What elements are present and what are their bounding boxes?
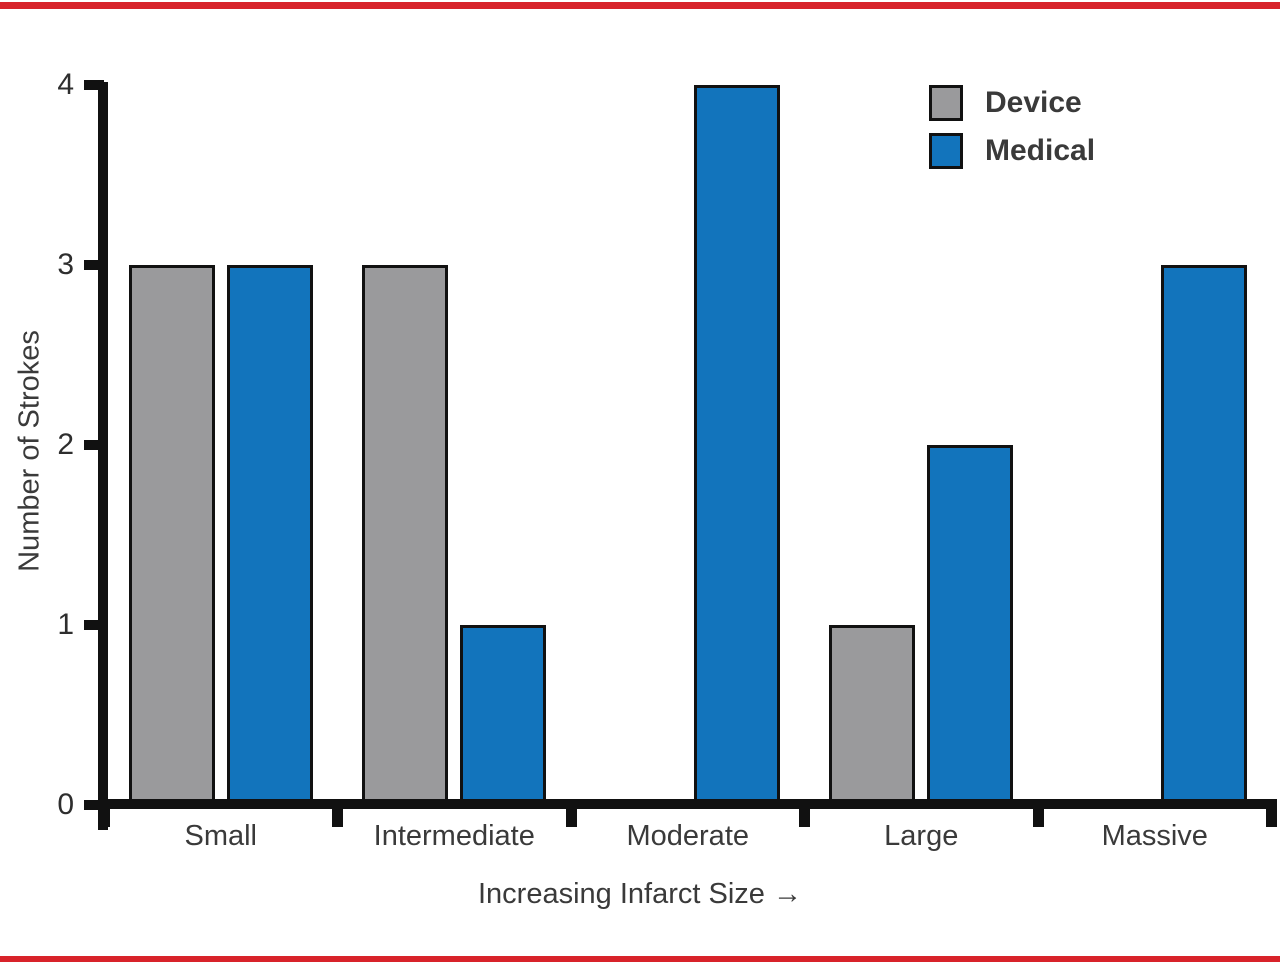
y-tick-4: [84, 80, 104, 90]
bar-moderate-medical: [693, 85, 780, 805]
x-axis-line: [98, 799, 1276, 809]
category-label-massive: Massive: [1101, 820, 1208, 852]
bar-small-device: [128, 265, 215, 805]
y-axis-line: [98, 82, 108, 830]
bar-small-medical: [226, 265, 313, 805]
y-tick-label-0: 0: [57, 788, 74, 821]
y-tick-label-3: 3: [57, 248, 74, 281]
y-tick-3: [84, 260, 104, 270]
bar-intermediate-device: [362, 265, 449, 805]
category-label-moderate: Moderate: [626, 820, 749, 852]
bar-intermediate-medical: [460, 625, 547, 805]
x-axis-title: Increasing Infarct Size →: [478, 878, 802, 910]
legend-label-device: Device: [985, 86, 1082, 119]
legend-item-medical: Medical: [929, 133, 1095, 169]
bottom-border-rule: [0, 956, 1280, 962]
x-boundary-tick-5: [1266, 799, 1277, 827]
y-axis-title: Number of Strokes: [13, 330, 46, 572]
y-tick-label-1: 1: [57, 608, 74, 641]
category-label-large: Large: [884, 820, 959, 852]
device-swatch-icon: [929, 85, 963, 121]
y-tick-1: [84, 620, 104, 630]
y-tick-label-2: 2: [57, 428, 74, 461]
x-boundary-tick-2: [565, 799, 577, 827]
bar-large-device: [829, 625, 916, 805]
y-tick-label-4: 4: [57, 68, 74, 101]
legend-item-device: Device: [929, 85, 1095, 121]
legend-label-medical: Medical: [985, 134, 1096, 167]
x-boundary-tick-4: [1032, 799, 1044, 827]
legend: Device Medical: [929, 85, 1095, 181]
bar-massive-medical: [1160, 265, 1247, 805]
x-boundary-tick-3: [799, 799, 810, 827]
medical-swatch-icon: [929, 133, 963, 169]
bar-large-medical: [927, 445, 1014, 805]
x-boundary-tick-1: [332, 799, 343, 827]
y-tick-2: [84, 440, 104, 450]
top-border-rule: [0, 2, 1280, 9]
y-tick-0: [84, 800, 104, 810]
category-label-intermediate: Intermediate: [373, 820, 535, 852]
category-label-small: Small: [184, 820, 257, 852]
